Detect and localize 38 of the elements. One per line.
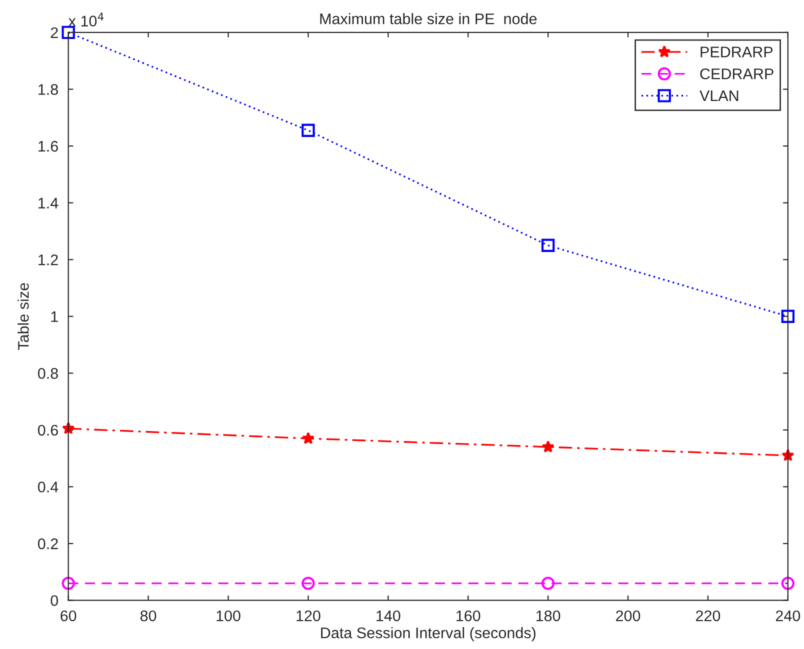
point <box>302 576 315 590</box>
legend-label: CEDRARP <box>700 68 774 80</box>
x-tick-label: 60 <box>60 610 76 622</box>
x-tick-label: 180 <box>536 610 560 622</box>
y-tick-label: 0.8 <box>38 368 58 379</box>
x-tick-label: 80 <box>140 610 156 622</box>
x-tick-label: 200 <box>616 610 640 622</box>
x-axis-title: Data Session Interval (seconds) <box>321 627 536 642</box>
point <box>542 440 554 453</box>
legend-label: PEDRARP <box>700 46 773 58</box>
x-tick-label: 120 <box>296 610 320 622</box>
y-tick-label: 2 <box>50 27 58 38</box>
y-tick-label: 0 <box>50 595 58 606</box>
y-tick-label: 0.4 <box>38 482 58 492</box>
point <box>302 124 315 138</box>
point <box>62 576 75 590</box>
text: x 10$^{4}$ <box>68 12 104 26</box>
point <box>302 432 315 444</box>
point <box>541 576 555 590</box>
point <box>541 238 555 252</box>
chart-title: Maximum table size in PE node <box>320 13 537 24</box>
y-tick-label: 0.2 <box>38 538 58 550</box>
y-tick-label: 1.4 <box>38 198 58 208</box>
x-tick-label: 220 <box>696 610 720 622</box>
y-tick-label: 0.6 <box>38 424 58 436</box>
x-tick-label: 160 <box>456 610 480 622</box>
x-tick-label: 100 <box>216 610 240 622</box>
y-tick-label: 1 <box>51 311 58 322</box>
y-tick-label: 1.8 <box>38 84 58 95</box>
point <box>781 576 795 590</box>
x-tick-label: 140 <box>376 610 400 622</box>
y-tick-label: 1.6 <box>38 140 58 152</box>
legend-label: VLAN <box>700 90 738 102</box>
point <box>62 26 75 40</box>
y-tick-label: 1.2 <box>38 254 58 266</box>
x-tick-label: 240 <box>776 610 800 622</box>
point <box>781 310 795 323</box>
y-axis-title: Table size <box>18 283 29 350</box>
